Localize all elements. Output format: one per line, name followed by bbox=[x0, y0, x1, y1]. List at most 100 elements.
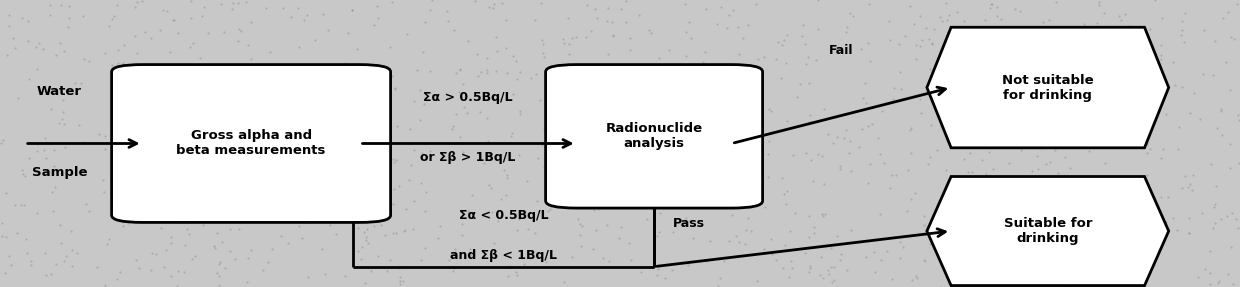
Point bbox=[653, 66, 673, 71]
Point bbox=[326, 122, 346, 126]
Point bbox=[745, 198, 765, 203]
Point bbox=[962, 170, 982, 175]
Point bbox=[241, 166, 260, 171]
Point bbox=[991, 17, 1011, 22]
Point bbox=[153, 185, 172, 189]
Point bbox=[181, 16, 201, 21]
Point bbox=[827, 284, 847, 287]
Point bbox=[605, 80, 625, 84]
Point bbox=[677, 191, 697, 195]
Point bbox=[962, 116, 982, 120]
Point bbox=[27, 67, 47, 71]
Point bbox=[419, 149, 439, 154]
Point bbox=[347, 46, 367, 51]
Point bbox=[467, 73, 487, 78]
Point bbox=[1125, 208, 1145, 212]
Point bbox=[1102, 176, 1122, 181]
Point bbox=[69, 123, 89, 127]
Point bbox=[264, 211, 284, 215]
Point bbox=[1158, 194, 1178, 199]
Point bbox=[931, 123, 951, 128]
Point bbox=[1011, 148, 1030, 152]
Point bbox=[983, 181, 1003, 186]
Point bbox=[983, 70, 1003, 75]
Point bbox=[556, 201, 575, 205]
Point bbox=[48, 121, 68, 125]
Point bbox=[893, 245, 913, 249]
Point bbox=[122, 157, 141, 161]
Point bbox=[983, 121, 1003, 126]
Point bbox=[1004, 7, 1024, 11]
Point bbox=[691, 192, 711, 196]
Point bbox=[906, 43, 926, 47]
Point bbox=[146, 163, 166, 167]
Point bbox=[55, 49, 74, 53]
Point bbox=[754, 54, 774, 59]
Point bbox=[218, 169, 238, 174]
Point bbox=[658, 164, 678, 169]
Point bbox=[599, 259, 619, 264]
Point bbox=[546, 196, 565, 201]
Point bbox=[1205, 202, 1225, 206]
Point bbox=[450, 67, 470, 72]
Point bbox=[305, 38, 325, 42]
Point bbox=[196, 132, 216, 137]
Point bbox=[150, 28, 170, 32]
Point bbox=[148, 166, 167, 170]
Point bbox=[518, 227, 538, 231]
Point bbox=[151, 225, 171, 230]
Point bbox=[1137, 99, 1157, 103]
Point bbox=[482, 209, 502, 214]
Point bbox=[1075, 22, 1095, 26]
Point bbox=[813, 182, 833, 186]
Point bbox=[660, 47, 680, 52]
Point bbox=[420, 8, 440, 12]
Point bbox=[236, 0, 255, 4]
Point bbox=[666, 125, 686, 130]
Point bbox=[1101, 44, 1121, 49]
Point bbox=[677, 137, 697, 141]
Point bbox=[496, 18, 516, 23]
Point bbox=[109, 269, 129, 274]
Point bbox=[1163, 60, 1183, 65]
Point bbox=[572, 101, 591, 106]
Point bbox=[546, 102, 565, 107]
Point bbox=[1045, 236, 1065, 241]
Point bbox=[154, 172, 174, 177]
Point bbox=[0, 234, 16, 239]
Point bbox=[169, 193, 188, 197]
Point bbox=[1221, 245, 1240, 249]
Point bbox=[234, 91, 254, 96]
Point bbox=[290, 66, 310, 70]
Point bbox=[594, 256, 614, 260]
Point bbox=[164, 71, 184, 75]
Point bbox=[817, 267, 837, 272]
Text: Gross alpha and
beta measurements: Gross alpha and beta measurements bbox=[176, 129, 326, 158]
Point bbox=[11, 202, 31, 207]
Point bbox=[967, 242, 987, 246]
Point bbox=[149, 210, 169, 215]
Point bbox=[51, 241, 71, 245]
Point bbox=[161, 241, 181, 245]
Point bbox=[758, 152, 777, 156]
Point bbox=[238, 280, 258, 285]
Point bbox=[676, 221, 696, 226]
Point bbox=[534, 127, 554, 131]
Point bbox=[573, 147, 593, 152]
Point bbox=[164, 134, 184, 138]
Point bbox=[454, 82, 474, 87]
Point bbox=[510, 152, 529, 157]
Point bbox=[517, 179, 537, 183]
Point bbox=[0, 234, 11, 238]
Point bbox=[1136, 187, 1156, 192]
Point bbox=[811, 255, 831, 260]
Point bbox=[862, 121, 882, 126]
Text: Suitable for
drinking: Suitable for drinking bbox=[1003, 217, 1092, 245]
Point bbox=[735, 241, 755, 246]
Point bbox=[1096, 183, 1116, 187]
Point bbox=[630, 177, 650, 181]
Point bbox=[1011, 209, 1030, 214]
Point bbox=[304, 174, 324, 179]
Point bbox=[553, 40, 573, 45]
Text: Water: Water bbox=[37, 85, 82, 98]
